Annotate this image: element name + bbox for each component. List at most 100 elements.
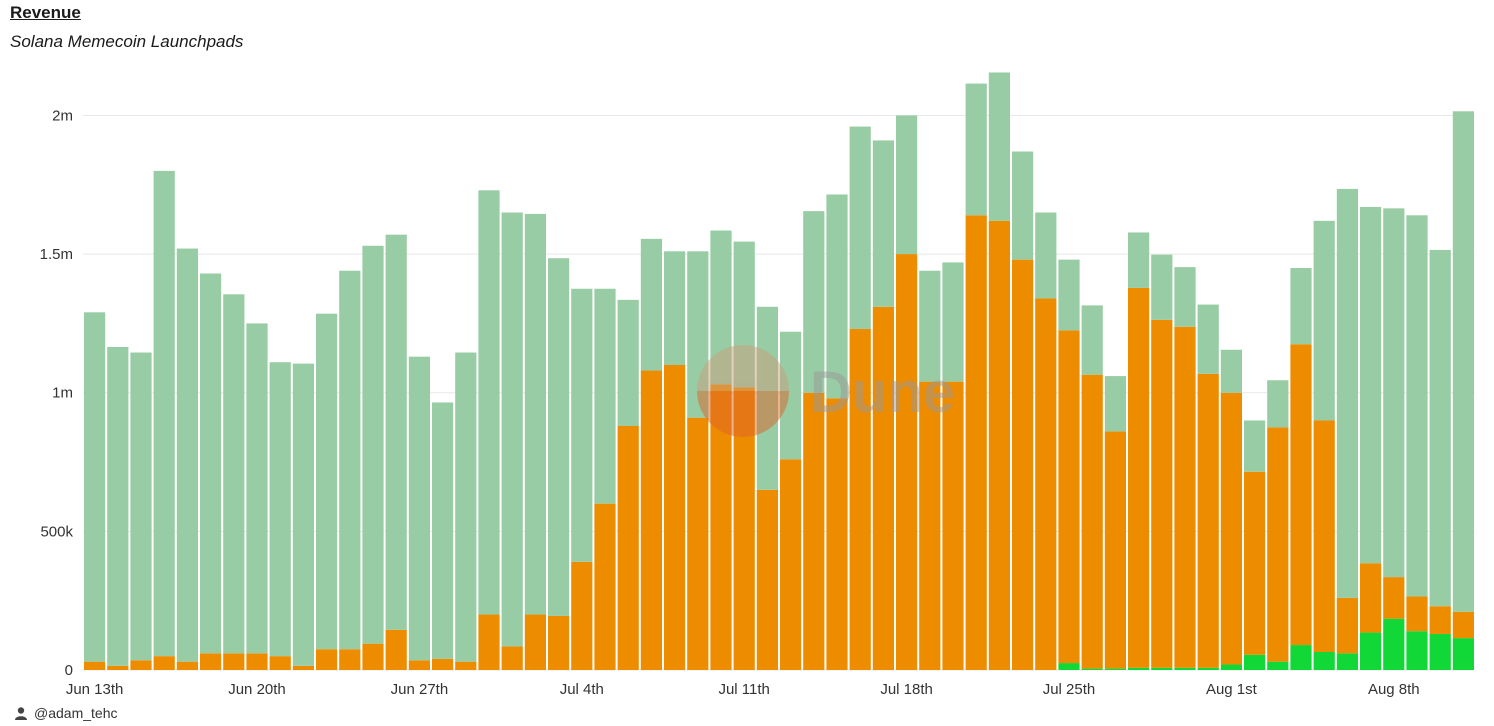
y-axis: 0 500k 1m 1.5m 2m: [40, 107, 74, 679]
bar-segment: [640, 238, 662, 371]
x-tick-label: Aug 1st: [1206, 681, 1258, 698]
bar-segment: [1174, 326, 1196, 668]
bar-segment: [1012, 151, 1034, 260]
bar-segment: [849, 328, 871, 670]
bar-segment: [594, 503, 616, 670]
bar-segment: [1035, 212, 1057, 299]
bar-segment: [1383, 208, 1405, 578]
bar-segment: [246, 323, 268, 654]
bar-segment: [1081, 374, 1103, 669]
bar-segment: [107, 665, 129, 670]
bar-segment: [1360, 563, 1382, 633]
bar-segment: [385, 234, 407, 630]
bar-segment: [84, 661, 106, 670]
bar-segment: [872, 140, 894, 307]
bar-segment: [130, 352, 152, 661]
bar-segment: [1267, 661, 1289, 670]
watermark-text: Dune: [810, 360, 955, 425]
bar-segment: [617, 299, 639, 426]
bar-segment: [942, 262, 964, 382]
bar-segment: [1104, 431, 1126, 669]
bar-segment: [292, 363, 314, 666]
bar-segment: [849, 126, 871, 329]
bar-segment: [1360, 632, 1382, 670]
bar-segment: [965, 215, 987, 671]
x-tick-label: Jul 11th: [718, 681, 769, 698]
bar-segment: [1174, 667, 1196, 670]
bar-segment: [153, 656, 175, 670]
x-tick-label: Jul 25th: [1043, 681, 1096, 698]
bar-segment: [316, 649, 338, 670]
bar-segment: [501, 646, 523, 670]
bars: [84, 72, 1474, 671]
credit-handle[interactable]: @adam_tehc: [34, 705, 118, 721]
bar-segment: [153, 170, 175, 657]
bar-segment: [1058, 663, 1080, 670]
bar-segment: [896, 115, 918, 255]
bar-segment: [223, 653, 245, 670]
chart-title: Revenue: [10, 3, 81, 22]
bar-segment: [1336, 188, 1358, 598]
bar-segment: [1197, 667, 1219, 670]
bar-segment: [1220, 664, 1242, 670]
bar-segment: [455, 352, 477, 662]
bar-segment: [1244, 420, 1266, 472]
bar-segment: [1058, 259, 1080, 331]
y-tick-label: 500k: [40, 523, 73, 540]
bar-segment: [548, 615, 570, 670]
bar-segment: [107, 346, 129, 666]
bar-segment: [1220, 392, 1242, 665]
bar-segment: [1429, 633, 1451, 670]
bar-segment: [803, 392, 825, 670]
bar-segment: [362, 245, 384, 644]
bar-segment: [1290, 267, 1312, 345]
bar-segment: [803, 211, 825, 393]
bar-segment: [664, 251, 686, 365]
watermark-logo-icon: [697, 345, 789, 437]
bar-segment: [1313, 420, 1335, 652]
bar-segment: [1151, 667, 1173, 670]
bar-segment: [548, 258, 570, 616]
bar-segment: [1128, 667, 1150, 670]
bar-segment: [1174, 267, 1196, 327]
bar-segment: [1104, 376, 1126, 432]
bar-segment: [432, 402, 454, 659]
bar-segment: [478, 190, 500, 615]
bar-segment: [176, 248, 198, 662]
x-tick-label: Jun 13th: [66, 681, 124, 698]
bar-segment: [942, 381, 964, 670]
bar-segment: [640, 370, 662, 670]
bar-segment: [1128, 287, 1150, 668]
bar-segment: [432, 658, 454, 670]
bar-segment: [1406, 215, 1428, 597]
bar-segment: [524, 213, 546, 615]
bar-segment: [1244, 471, 1266, 655]
bar-segment: [1197, 304, 1219, 374]
bar-segment: [1406, 631, 1428, 670]
bar-segment: [223, 294, 245, 654]
bar-segment: [988, 220, 1010, 670]
x-tick-label: Jun 27th: [391, 681, 449, 698]
bar-segment: [1151, 319, 1173, 668]
bar-segment: [1452, 611, 1474, 639]
bar-segment: [896, 254, 918, 670]
bar-segment: [1313, 220, 1335, 421]
bar-segment: [176, 661, 198, 670]
bar-segment: [1336, 597, 1358, 654]
bar-segment: [339, 270, 361, 650]
x-tick-label: Aug 8th: [1368, 681, 1420, 698]
bar-segment: [1290, 645, 1312, 670]
credit: @adam_tehc: [14, 705, 117, 721]
bar-segment: [1012, 259, 1034, 670]
bar-segment: [408, 660, 430, 670]
bar-segment: [872, 306, 894, 670]
bar-segment: [571, 561, 593, 670]
bar-segment: [826, 398, 848, 670]
bar-segment: [1035, 298, 1057, 670]
revenue-chart: 0 500k 1m 1.5m 2m Dune Jun 13th Jun 20th Jun 2…: [40, 72, 1475, 698]
bar-segment: [362, 643, 384, 670]
bar-segment: [1220, 349, 1242, 393]
bar-segment: [316, 313, 338, 650]
user-avatar-icon: [15, 707, 27, 720]
bar-segment: [1406, 596, 1428, 632]
